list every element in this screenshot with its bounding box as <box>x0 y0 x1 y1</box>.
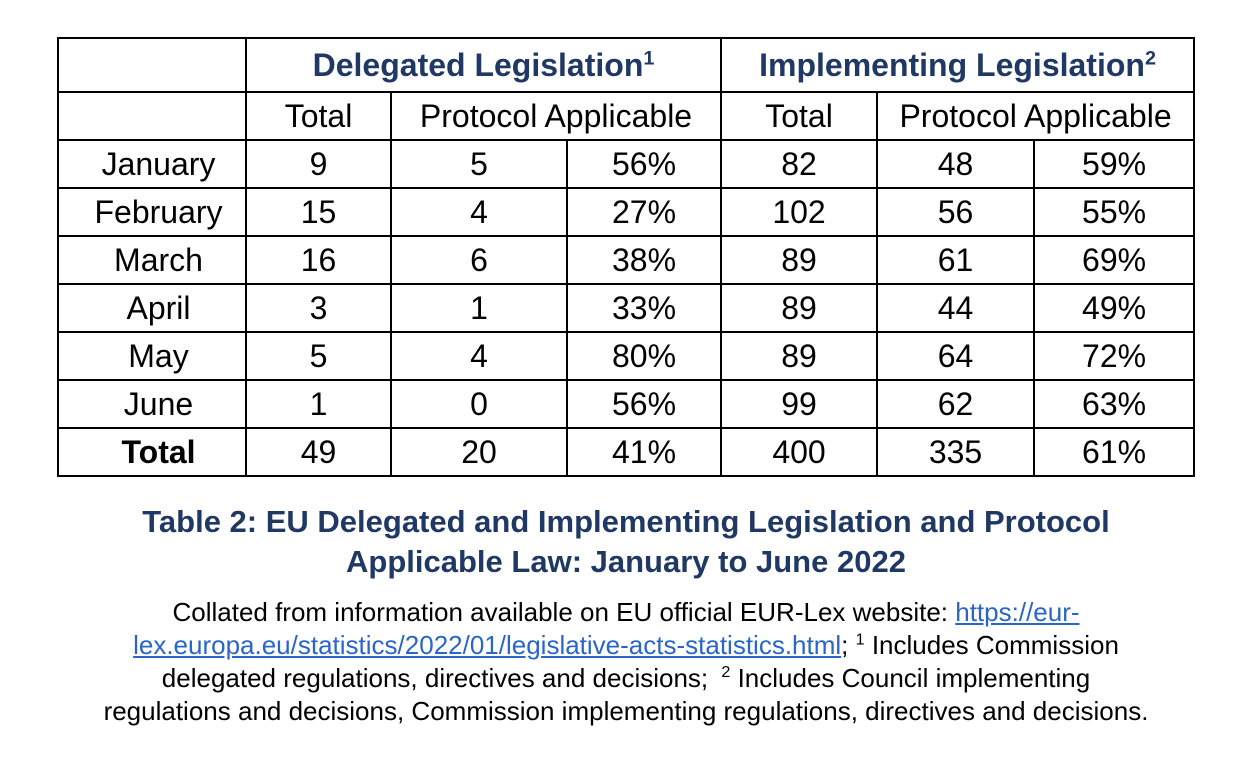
table-row: June 1 0 56% 99 62 63% <box>57 379 1196 429</box>
subheader-delegated-protocol: Protocol Applicable <box>389 91 723 141</box>
subheader-implementing-protocol: Protocol Applicable <box>876 91 1196 141</box>
footnote-marker-1-ref: 1 <box>643 46 655 69</box>
table-row: February 15 4 27% 102 56 55% <box>57 187 1196 237</box>
data-cell: 9 <box>245 139 392 189</box>
data-cell: 33% <box>565 283 723 333</box>
data-cell: 64 <box>876 331 1036 381</box>
data-cell: 72% <box>1033 331 1196 381</box>
row-label: May <box>57 331 247 381</box>
footnote-marker-2-ref: 2 <box>1144 46 1156 69</box>
eurlex-link-part-1[interactable]: https://eur- <box>955 597 1080 627</box>
data-cell: 102 <box>720 187 879 237</box>
data-cell: 69% <box>1033 235 1196 285</box>
data-cell: 5 <box>245 331 392 381</box>
data-cell: 59% <box>1033 139 1196 189</box>
group-header-delegated-label: Delegated Legislation <box>312 46 644 83</box>
caption-line-2: Applicable Law: January to June 2022 <box>346 544 906 579</box>
footnote-2-text-b: regulations and decisions, Commission im… <box>103 696 1149 726</box>
row-label: March <box>57 235 247 285</box>
legislation-table: Delegated Legislation1 Implementing Legi… <box>57 37 1196 477</box>
data-cell: 89 <box>720 235 879 285</box>
data-cell: 56% <box>565 379 723 429</box>
data-cell: 1 <box>245 379 392 429</box>
data-cell: 99 <box>720 379 879 429</box>
data-cell: 335 <box>876 427 1036 477</box>
data-cell: 82 <box>720 139 879 189</box>
data-cell: 55% <box>1033 187 1196 237</box>
data-cell: 63% <box>1033 379 1196 429</box>
eurlex-link-part-2[interactable]: lex.europa.eu/statistics/2022/01/legisla… <box>133 630 842 660</box>
footnote-marker-1: 1 <box>855 630 865 649</box>
data-cell: 49 <box>245 427 392 477</box>
data-cell: 56 <box>876 187 1036 237</box>
table-row: March 16 6 38% 89 61 69% <box>57 235 1196 285</box>
row-label: Total <box>57 427 247 477</box>
data-cell: 1 <box>390 283 568 333</box>
data-cell: 80% <box>565 331 723 381</box>
data-cell: 6 <box>390 235 568 285</box>
footnote-marker-2: 2 <box>721 663 731 682</box>
footnote-1-text-a: Includes Commission <box>864 630 1119 660</box>
table-row: April 3 1 33% 89 44 49% <box>57 283 1196 333</box>
data-cell: 20 <box>390 427 568 477</box>
row-label: February <box>57 187 247 237</box>
table-row: Total 49 20 41% 400 335 61% <box>57 427 1196 477</box>
table-row: May 5 4 80% 89 64 72% <box>57 331 1196 381</box>
corner-cell-top <box>57 37 247 93</box>
data-cell: 62 <box>876 379 1036 429</box>
caption-line-1: Table 2: EU Delegated and Implementing L… <box>142 504 1110 539</box>
row-label: June <box>57 379 247 429</box>
row-label: January <box>57 139 247 189</box>
data-cell: 16 <box>245 235 392 285</box>
data-cell: 44 <box>876 283 1036 333</box>
data-cell: 4 <box>390 331 568 381</box>
data-cell: 89 <box>720 331 879 381</box>
data-cell: 38% <box>565 235 723 285</box>
data-cell: 4 <box>390 187 568 237</box>
data-cell: 0 <box>390 379 568 429</box>
subheader-implementing-total: Total <box>720 91 879 141</box>
table-caption: Table 2: EU Delegated and Implementing L… <box>57 502 1195 582</box>
corner-cell-sub <box>57 91 247 141</box>
group-header-delegated: Delegated Legislation1 <box>244 37 723 93</box>
subheader-delegated-total: Total <box>245 91 392 141</box>
data-cell: 61% <box>1033 427 1196 477</box>
data-cell: 15 <box>245 187 392 237</box>
footnote-1-text-b: delegated regulations, directives and de… <box>161 663 716 693</box>
group-header-implementing-label: Implementing Legislation <box>759 46 1145 83</box>
sub-header-row: Total Protocol Applicable Total Protocol… <box>57 91 1196 141</box>
data-cell: 5 <box>390 139 568 189</box>
data-cell: 89 <box>720 283 879 333</box>
data-cell: 56% <box>565 139 723 189</box>
data-cell: 48 <box>876 139 1036 189</box>
data-cell: 3 <box>245 283 392 333</box>
data-cell: 61 <box>876 235 1036 285</box>
group-header-implementing: Implementing Legislation2 <box>720 37 1196 93</box>
data-cell: 400 <box>720 427 879 477</box>
source-note: Collated from information available on E… <box>57 596 1195 728</box>
table-row: January 9 5 56% 82 48 59% <box>57 139 1196 189</box>
group-header-row: Delegated Legislation1 Implementing Legi… <box>57 37 1196 93</box>
data-cell: 49% <box>1033 283 1196 333</box>
row-label: April <box>57 283 247 333</box>
source-note-intro: Collated from information available on E… <box>172 597 956 627</box>
data-cell: 27% <box>565 187 723 237</box>
footnote-2-text-a: Includes Council implementing <box>730 663 1091 693</box>
source-note-after-link: ; <box>841 630 856 660</box>
data-cell: 41% <box>565 427 723 477</box>
